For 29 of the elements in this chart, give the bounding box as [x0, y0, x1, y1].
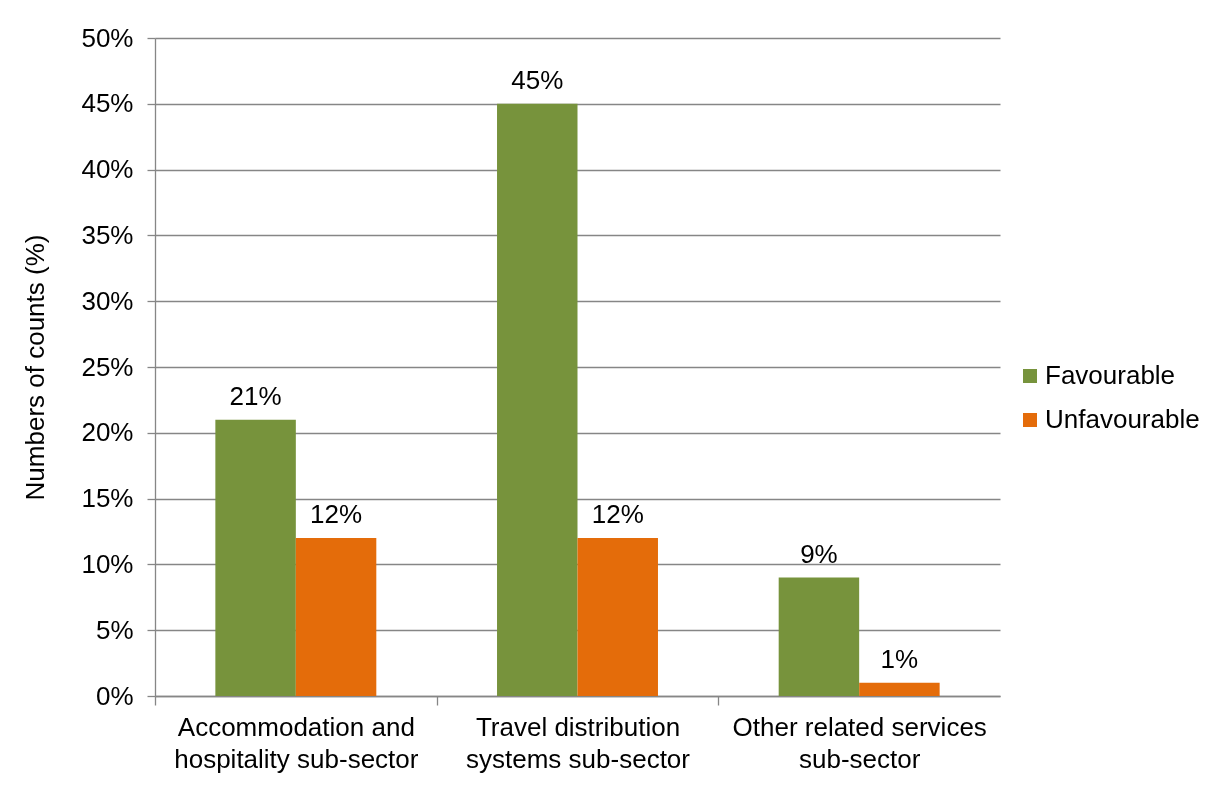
x-tick-label: Other related services sub-sector	[732, 711, 987, 774]
y-tick-label: 20%	[81, 417, 134, 448]
y-tick-label: 15%	[81, 483, 134, 514]
data-label: 1%	[880, 643, 919, 674]
bar	[295, 538, 377, 696]
y-tick-label: 10%	[81, 548, 134, 579]
y-axis-title: Numbers of counts (%)	[19, 234, 50, 501]
y-tick-label: 5%	[95, 614, 134, 645]
x-tick-label: Travel distribution systems sub-sector	[466, 711, 691, 774]
y-tick-label: 35%	[81, 219, 134, 250]
bar	[577, 538, 658, 696]
data-label: 9%	[800, 538, 838, 569]
bar	[859, 682, 940, 696]
legend-label: Favourable	[1045, 360, 1176, 390]
data-label: 12%	[591, 499, 644, 530]
legend-label: Unfavourable	[1045, 404, 1200, 434]
x-tick-label: Accommodation and hospitality sub-sector	[174, 711, 419, 774]
bar	[778, 577, 860, 696]
y-tick-label: 30%	[81, 285, 134, 316]
bar	[215, 419, 296, 696]
y-tick-label: 45%	[81, 88, 134, 119]
y-tick-label: 0%	[95, 680, 134, 711]
data-label: 45%	[511, 64, 564, 95]
y-tick-label: 50%	[81, 22, 134, 53]
data-label: 12%	[310, 499, 363, 530]
y-tick-label: 25%	[81, 351, 134, 382]
bar	[497, 103, 578, 696]
data-label: 21%	[229, 380, 282, 411]
y-tick-label: 40%	[81, 154, 134, 185]
